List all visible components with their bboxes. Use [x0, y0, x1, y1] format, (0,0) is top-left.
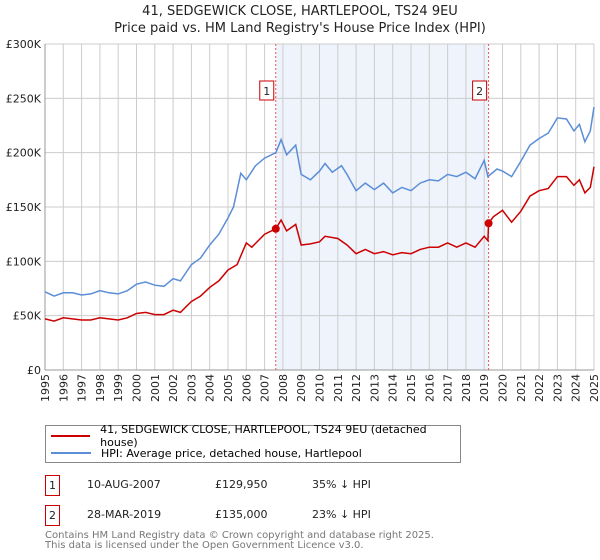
x-tick-label: 2011 [332, 374, 345, 402]
x-tick-label: 1999 [112, 374, 125, 402]
x-tick-label: 2018 [460, 374, 473, 402]
x-tick-label: 2017 [442, 374, 455, 402]
legend: 41, SEDGEWICK CLOSE, HARTLEPOOL, TS24 9E… [45, 423, 461, 463]
sale-price: £135,000 [215, 508, 268, 521]
sale-point [271, 224, 280, 233]
x-tick-label: 2015 [405, 374, 418, 402]
x-tick-label: 2009 [295, 374, 308, 402]
legend-swatch-property [51, 435, 91, 437]
x-tick-label: 2004 [204, 374, 217, 402]
x-tick-label: 2025 [588, 374, 600, 402]
y-tick-label: £100K [6, 255, 42, 268]
x-tick-label: 1995 [39, 374, 52, 402]
x-tick-label: 2022 [533, 374, 546, 402]
y-tick-label: £0 [27, 364, 41, 377]
series-line-hpi [44, 106, 595, 297]
sale-label: 2 [476, 85, 483, 98]
sale-label-box [259, 80, 275, 101]
series-line-property [44, 166, 595, 322]
x-tick-label: 2014 [387, 374, 400, 402]
x-tick-label: 2016 [423, 374, 436, 402]
x-tick-label: 2023 [551, 374, 564, 402]
legend-label-property: 41, SEDGEWICK CLOSE, HARTLEPOOL, TS24 9E… [100, 423, 427, 449]
x-tick-label: 2020 [497, 374, 510, 402]
footer-licence: This data is licensed under the Open Gov… [45, 540, 364, 551]
y-tick-label: £150K [6, 201, 42, 214]
chart-title: 41, SEDGEWICK CLOSE, HARTLEPOOL, TS24 9E… [142, 4, 458, 19]
sale-point [484, 219, 493, 228]
x-tick-label: 2024 [570, 374, 583, 402]
sale-label: 1 [263, 85, 270, 98]
plot-area: 1995 1996 1997 1998 1999 2000 2001 2002 2003 2004… [6, 38, 600, 402]
sale-diff: 35% ↓ HPI [312, 478, 371, 491]
footer: Contains HM Land Registry data © Crown c… [45, 531, 434, 551]
sale-diff: 23% ↓ HPI [312, 508, 371, 521]
sale-price: £129,950 [215, 478, 268, 491]
x-tick-label: 2001 [149, 374, 162, 402]
x-tick-label: 2000 [131, 374, 144, 402]
y-tick-label: £250K [6, 92, 42, 105]
sale-label-box [472, 80, 488, 101]
x-tick-label: 2007 [259, 374, 272, 402]
footer-copyright: Contains HM Land Registry data © Crown c… [45, 530, 434, 541]
sale-date: 10-AUG-2007 [87, 478, 161, 491]
x-tick-label: 2008 [277, 374, 290, 402]
x-tick-label: 2012 [350, 374, 363, 402]
chart-subtitle: Price paid vs. HM Land Registry's House … [114, 21, 486, 36]
x-tick-label: 2005 [222, 374, 235, 402]
legend-swatch-hpi [51, 452, 91, 454]
x-tick-label: 2021 [515, 374, 528, 402]
sale-badge: 2 [45, 505, 60, 526]
x-tick-label: 2006 [240, 374, 253, 402]
x-tick-label: 1996 [57, 374, 70, 402]
sale-date: 28-MAR-2019 [87, 508, 162, 521]
y-tick-label: £300K [6, 38, 42, 51]
sale-badge: 1 [45, 475, 60, 496]
y-tick-label: £200K [6, 147, 42, 160]
x-tick-label: 2003 [185, 374, 198, 402]
x-tick-label: 1998 [94, 374, 107, 402]
y-tick-label: £50K [13, 310, 42, 323]
x-tick-label: 2013 [368, 374, 381, 402]
x-tick-label: 2002 [167, 374, 180, 402]
x-tick-label: 2019 [478, 374, 491, 402]
x-tick-label: 1997 [76, 374, 89, 402]
x-tick-label: 2010 [314, 374, 327, 402]
legend-label-hpi: HPI: Average price, detached house, Hart… [101, 446, 362, 460]
